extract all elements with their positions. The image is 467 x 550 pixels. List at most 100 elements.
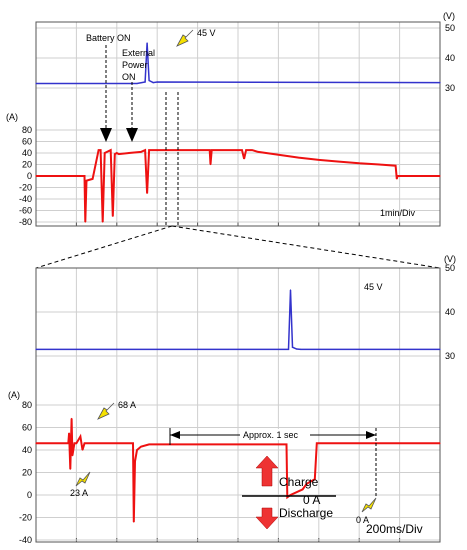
current-tick-label: 0 xyxy=(27,490,32,500)
voltage-point xyxy=(300,348,302,350)
top-scale-label: 1min/Div xyxy=(380,208,416,218)
voltage-point xyxy=(439,348,441,350)
current-tick-label: 80 xyxy=(22,125,32,135)
current-point xyxy=(83,442,86,444)
current-tick-label: 40 xyxy=(22,148,32,158)
voltage-point xyxy=(439,82,441,84)
current-tick-label: 0 xyxy=(27,171,32,181)
current-point xyxy=(338,161,340,163)
bottom-23a-yellow-arrow xyxy=(75,471,91,487)
voltage-point xyxy=(144,81,146,83)
zoom-connector-left xyxy=(35,225,173,269)
current-point xyxy=(314,478,316,480)
current-point xyxy=(277,154,279,156)
current-point xyxy=(302,488,304,490)
current-point xyxy=(35,442,37,444)
top-external-arrow xyxy=(126,128,138,142)
current-tick-label: 80 xyxy=(22,400,32,410)
bottom-one-sec-label-bg xyxy=(240,429,310,440)
current-point xyxy=(118,153,120,155)
top-45v-yellow-arrow xyxy=(176,29,194,47)
voltage-tick-label: 50 xyxy=(445,23,455,33)
current-point xyxy=(306,483,308,485)
bottom-one-sec-arrow-left xyxy=(170,431,180,439)
current-point xyxy=(144,149,146,151)
current-point xyxy=(245,149,247,151)
bottom-scale-label: 200ms/Div xyxy=(366,522,423,536)
current-tick-label: 60 xyxy=(22,137,32,147)
top-chart-grid xyxy=(36,22,440,226)
current-tick-label: -60 xyxy=(19,206,32,216)
voltage-point xyxy=(35,82,37,85)
voltage-tick-label: 40 xyxy=(445,53,455,63)
top-annot-external-power-2: Power xyxy=(122,60,148,70)
voltage-point xyxy=(35,348,37,350)
current-point xyxy=(100,149,102,151)
current-point xyxy=(98,149,100,151)
zoom-connector-right xyxy=(171,225,441,269)
top-series-group xyxy=(35,42,441,223)
current-point xyxy=(286,496,288,498)
top-annot-45v: 45 V xyxy=(197,28,216,38)
voltage-point xyxy=(146,42,148,44)
bottom-annot-23a: 23 A xyxy=(70,488,88,498)
zero-amp-label: 0 A xyxy=(303,493,320,507)
current-tick-label: -20 xyxy=(19,183,32,193)
bottom-voltage-ticks: 30 40 50 xyxy=(445,263,455,361)
current-point xyxy=(395,165,397,167)
bottom-series-group xyxy=(35,289,441,523)
current-tick-label: 60 xyxy=(22,423,32,433)
current-point xyxy=(69,468,71,470)
voltage-trace xyxy=(36,42,441,85)
bottom-68a-yellow-arrow xyxy=(97,402,115,420)
current-tick-label: -80 xyxy=(19,217,32,227)
current-point xyxy=(71,455,73,457)
current-point xyxy=(318,159,320,161)
bottom-current-ticks: 80 60 40 20 0 -20 -40 xyxy=(19,400,32,545)
bottom-annot-0a-small: 0 A xyxy=(356,515,369,525)
bottom-one-sec-arrow-right xyxy=(366,431,376,439)
current-point xyxy=(358,162,360,164)
current-point xyxy=(209,149,211,151)
current-point xyxy=(148,443,150,445)
current-point xyxy=(85,180,88,182)
voltage-point xyxy=(289,289,292,291)
bottom-annot-approx-1-sec: Approx. 1 sec xyxy=(243,430,299,440)
voltage-point xyxy=(136,82,138,85)
top-voltage-ticks: 30 40 50 xyxy=(445,23,455,93)
current-point xyxy=(209,163,212,166)
current-point xyxy=(134,460,136,462)
current-point xyxy=(148,149,150,151)
current-point xyxy=(241,149,243,151)
top-battery-arrow xyxy=(100,128,112,142)
bottom-annot-68a: 68 A xyxy=(118,400,136,410)
discharge-label: Discharge xyxy=(279,506,333,520)
current-point xyxy=(132,442,134,444)
current-point xyxy=(316,442,318,444)
current-point xyxy=(243,158,245,160)
current-point xyxy=(71,417,73,420)
current-point xyxy=(102,221,104,223)
discharge-down-arrow xyxy=(255,507,279,530)
current-point xyxy=(84,221,86,223)
current-point xyxy=(251,149,253,151)
current-point xyxy=(146,192,148,194)
current-point xyxy=(439,175,441,177)
current-point xyxy=(110,149,112,151)
current-point xyxy=(176,443,178,445)
current-point xyxy=(140,151,142,153)
bottom-0a-yellow-arrow xyxy=(361,497,377,513)
voltage-point xyxy=(296,348,298,350)
charge-up-arrow xyxy=(255,455,279,487)
top-annot-external-power-1: External xyxy=(122,48,155,58)
current-point xyxy=(68,432,70,434)
current-point xyxy=(439,442,441,444)
current-trace xyxy=(36,418,440,523)
top-annot-battery-on: Battery ON xyxy=(86,33,131,43)
bottom-current-unit: (A) xyxy=(8,390,20,400)
current-tick-label: 20 xyxy=(22,160,32,170)
voltage-point xyxy=(152,82,154,84)
bottom-annot-45v: 45 V xyxy=(364,282,383,292)
